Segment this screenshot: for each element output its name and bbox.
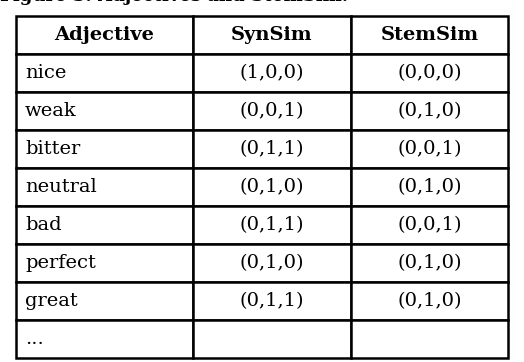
- Text: (0,1,1): (0,1,1): [239, 216, 304, 234]
- Text: nice: nice: [25, 64, 67, 82]
- Text: perfect: perfect: [25, 254, 96, 272]
- Text: (0,1,0): (0,1,0): [397, 254, 462, 272]
- Bar: [193, 54, 351, 92]
- Text: (0,1,0): (0,1,0): [239, 178, 304, 196]
- Bar: [193, 130, 351, 168]
- Bar: [351, 92, 508, 130]
- Bar: [16, 206, 193, 244]
- Text: bad: bad: [25, 216, 62, 234]
- Bar: [351, 320, 508, 358]
- Bar: [16, 244, 193, 282]
- Bar: [16, 168, 193, 206]
- Bar: [16, 130, 193, 168]
- Bar: [351, 130, 508, 168]
- Text: StemSim: StemSim: [380, 26, 478, 44]
- Bar: [351, 168, 508, 206]
- Bar: [16, 54, 193, 92]
- Text: (0,1,0): (0,1,0): [397, 292, 462, 310]
- Bar: [193, 206, 351, 244]
- Text: neutral: neutral: [25, 178, 97, 196]
- Text: SynSim: SynSim: [231, 26, 313, 44]
- Bar: [193, 244, 351, 282]
- Bar: [193, 168, 351, 206]
- Bar: [193, 282, 351, 320]
- Bar: [351, 282, 508, 320]
- Text: (0,0,1): (0,0,1): [239, 102, 304, 120]
- Bar: [351, 244, 508, 282]
- Text: weak: weak: [25, 102, 77, 120]
- Bar: [16, 16, 193, 54]
- Text: Adjective: Adjective: [54, 26, 155, 44]
- Bar: [193, 92, 351, 130]
- Text: (1,0,0): (1,0,0): [239, 64, 304, 82]
- Text: Figure 3: Adjectives and StemSim.: Figure 3: Adjectives and StemSim.: [0, 0, 348, 5]
- Text: bitter: bitter: [25, 140, 80, 158]
- Text: (0,1,0): (0,1,0): [397, 102, 462, 120]
- Bar: [16, 320, 193, 358]
- Bar: [351, 54, 508, 92]
- Text: (0,1,0): (0,1,0): [397, 178, 462, 196]
- Text: (0,0,1): (0,0,1): [397, 140, 462, 158]
- Text: ...: ...: [25, 331, 44, 348]
- Bar: [193, 16, 351, 54]
- Bar: [16, 92, 193, 130]
- Text: (0,1,0): (0,1,0): [239, 254, 304, 272]
- Text: great: great: [25, 292, 78, 310]
- Bar: [351, 206, 508, 244]
- Text: (0,1,1): (0,1,1): [239, 292, 304, 310]
- Bar: [193, 320, 351, 358]
- Text: (0,0,0): (0,0,0): [397, 64, 462, 82]
- Bar: [351, 16, 508, 54]
- Text: (0,0,1): (0,0,1): [397, 216, 462, 234]
- Text: (0,1,1): (0,1,1): [239, 140, 304, 158]
- Bar: [16, 282, 193, 320]
